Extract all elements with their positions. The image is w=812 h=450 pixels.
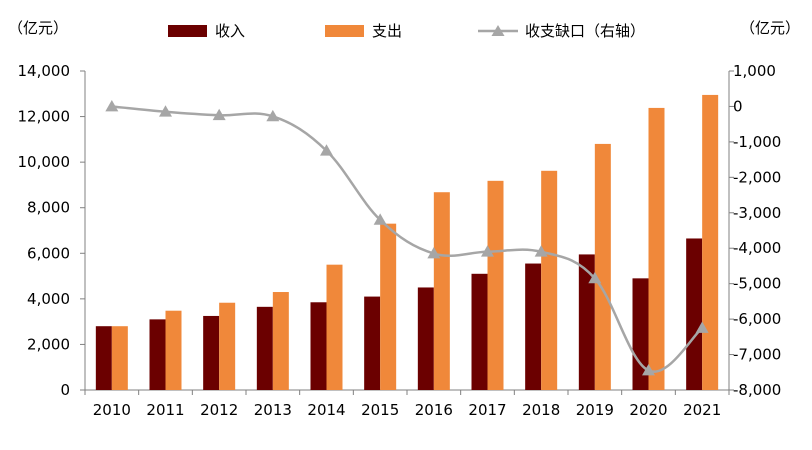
right-tick-label: -5,000: [733, 275, 781, 293]
right-tick-label: 1,000: [733, 62, 776, 80]
bar-revenue: [686, 238, 703, 390]
gap-point-marker: [695, 321, 709, 333]
bar-revenue: [578, 254, 595, 390]
bar-revenue: [417, 287, 434, 390]
x-tick-label: 2017: [468, 401, 506, 419]
left-axis-unit-label: （亿元）: [8, 19, 68, 37]
bar-revenue: [310, 302, 327, 390]
bar-expenditure: [272, 292, 289, 390]
left-tick-label: 12,000: [18, 108, 71, 126]
left-tick-label: 2,000: [27, 335, 70, 353]
bar-expenditure: [702, 94, 719, 391]
right-tick-label: -8,000: [733, 381, 781, 399]
right-tick-label: -2,000: [733, 168, 781, 186]
right-tick-label: -1,000: [733, 133, 781, 151]
bar-expenditure: [648, 107, 665, 391]
left-tick-label: 6,000: [27, 244, 70, 262]
bar-revenue: [525, 263, 542, 390]
bar-expenditure: [219, 302, 236, 390]
right-tick-label: 0: [733, 97, 743, 115]
x-tick-label: 2013: [254, 401, 292, 419]
bar-revenue: [203, 315, 220, 390]
bar-revenue: [256, 306, 273, 390]
x-tick-label: 2016: [415, 401, 453, 419]
gap-line-series: [105, 99, 709, 376]
gap-point-marker: [534, 245, 548, 257]
x-tick-label: 2015: [361, 401, 399, 419]
right-tick-label: -3,000: [733, 204, 781, 222]
x-axis-ticks: 2010 2011 2012 2013 2014 2015 2016 2017 2018 2019…: [84, 390, 730, 419]
x-tick-label: 2010: [93, 401, 131, 419]
gap-point-marker: [642, 364, 655, 376]
bar-revenue: [364, 296, 381, 390]
bar-expenditure: [111, 326, 128, 390]
bar-expenditure: [165, 310, 182, 390]
gap-point-marker: [266, 109, 280, 122]
left-axis-ticks: 0 2,000 4,000 6,000 8,000 10,000 12,000 14,000: [18, 62, 85, 399]
bar-expenditure: [487, 180, 504, 390]
gap-point-marker: [105, 99, 119, 112]
legend-label-gap: 收支缺口（右轴）: [525, 22, 645, 40]
x-tick-label: 2011: [146, 401, 184, 419]
gap-point-marker: [588, 271, 602, 284]
gap-point-marker: [427, 247, 441, 259]
gap-point-marker: [212, 108, 226, 121]
legend: 收入 支出 收支缺口（右轴）: [168, 22, 645, 40]
bar-expenditure: [380, 223, 397, 390]
legend-swatch-revenue: [168, 25, 207, 37]
bar-revenue: [471, 273, 488, 390]
left-tick-label: 0: [60, 381, 70, 399]
bar-expenditure: [433, 192, 450, 390]
right-tick-label: -4,000: [733, 239, 781, 257]
gap-line: [111, 105, 704, 373]
x-tick-label: 2018: [522, 401, 560, 419]
left-tick-label: 14,000: [18, 62, 71, 80]
right-axis-unit-label: （亿元）: [740, 19, 800, 37]
axes: [84, 71, 730, 391]
legend-label-revenue: 收入: [215, 22, 245, 40]
right-axis-ticks: -8,000 -7,000 -6,000 -5,000 -4,000 -3,000 -2,0…: [729, 62, 781, 399]
x-tick-label: 2012: [200, 401, 238, 419]
x-tick-label: 2019: [576, 401, 614, 419]
bar-expenditure: [594, 143, 611, 390]
left-tick-label: 8,000: [27, 199, 70, 217]
gap-point-marker: [320, 144, 333, 156]
bar-expenditure: [541, 170, 558, 390]
gap-point-marker: [481, 245, 494, 257]
legend-marker-gap: [491, 25, 505, 36]
bar-expenditure: [326, 264, 343, 390]
x-tick-label: 2021: [683, 401, 721, 419]
bar-revenue: [95, 326, 112, 390]
left-tick-label: 10,000: [18, 153, 71, 171]
left-tick-label: 4,000: [27, 290, 70, 308]
legend-label-expenditure: 支出: [372, 22, 402, 40]
x-tick-label: 2020: [629, 401, 667, 419]
gap-point-marker: [159, 105, 172, 117]
x-tick-label: 2014: [307, 401, 345, 419]
bars: [95, 94, 719, 391]
gap-point-marker: [373, 213, 387, 225]
bar-revenue: [149, 319, 166, 390]
legend-swatch-expenditure: [325, 25, 364, 37]
right-tick-label: -6,000: [733, 310, 781, 328]
right-tick-label: -7,000: [733, 346, 781, 364]
bar-revenue: [632, 278, 649, 390]
